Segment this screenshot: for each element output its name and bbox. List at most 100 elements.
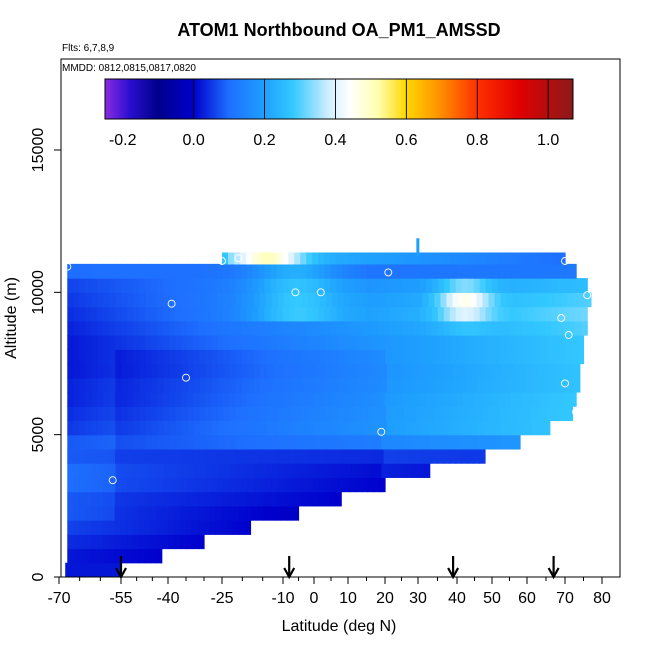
heat-cell [302,363,310,379]
heat-cell [488,406,495,422]
heat-cell [67,306,74,322]
heat-cell [470,292,478,308]
heat-cell [474,252,482,265]
heat-cell [360,263,368,279]
heat-cell [79,377,86,393]
heat-cell [270,278,278,293]
heat-cell [456,263,463,279]
heat-cell [426,391,434,407]
heat-cell [120,548,127,564]
heat-cell [97,463,105,478]
heat-cell [461,278,469,293]
heat-cell [463,349,471,365]
heat-cell [156,306,164,322]
heat-cell [121,320,128,336]
heat-cell [545,306,552,322]
heat-cell [450,391,457,407]
heat-cell [266,434,274,450]
heat-cell [471,377,478,393]
heat-cell [246,391,254,407]
heat-cell [537,363,545,379]
heat-cell [284,377,291,393]
heat-cell [356,420,364,436]
heat-cell [305,491,313,507]
heat-cell [115,335,122,350]
heat-cell [193,377,201,393]
heat-cell [314,420,322,436]
heat-cell [390,391,398,407]
heat-cell [277,349,284,365]
heat-cell [362,377,370,393]
heat-cell [144,491,152,507]
heat-cell [144,448,152,464]
heat-cell [251,491,259,507]
heat-cell [126,448,134,464]
heat-cell [527,320,535,336]
heat-cell [258,391,266,407]
heat-cell [132,505,140,521]
heat-cell [554,292,562,308]
heat-cell [181,434,189,450]
y-tick-label: 5000 [30,417,47,453]
heat-cell [127,335,134,350]
heat-cell [67,335,74,350]
heat-cell [115,320,122,336]
heat-cell [516,252,524,265]
heat-cell [294,306,301,322]
heat-cell [464,292,472,308]
heat-cell [216,491,223,507]
heat-cell [145,335,152,350]
heat-cell [569,320,576,336]
heat-cell [276,391,284,407]
heatmap-field [65,238,592,577]
heat-cell [290,463,298,478]
heat-cell [139,263,146,279]
heat-cell [258,320,266,336]
heat-cell [188,463,195,478]
heat-cell [386,363,394,379]
heat-cell [292,505,300,521]
heat-cell [505,335,513,350]
heat-cell [299,491,307,507]
heat-cell [192,448,200,464]
heat-cell [399,463,407,478]
heat-cell [354,252,362,265]
heat-cell [363,434,370,450]
heat-cell [91,420,99,436]
heat-cell [441,434,449,450]
heat-cell [386,420,394,436]
heat-cell [199,349,206,365]
heat-cell [209,520,216,535]
heat-cell [431,306,439,322]
heat-cell [238,520,246,535]
heat-cell [325,406,333,422]
heat-cell [312,252,319,265]
heat-cell [234,252,241,265]
heat-cell [97,292,104,308]
heat-cell [246,278,254,293]
heat-cell [176,463,183,478]
heat-cell [425,448,432,464]
heat-cell [241,335,248,350]
heat-cell [97,562,104,577]
heat-cell [162,505,169,521]
heat-cell [336,263,344,279]
heat-cell [168,306,176,322]
heat-cell [360,252,368,265]
colorbar-tick-label: 0.0 [183,132,205,149]
heat-cell [151,263,158,279]
heat-cell [163,406,171,422]
heat-cell [380,363,388,379]
heat-cell [493,349,501,365]
heat-cell [216,320,224,336]
heat-cell [85,534,92,550]
heat-cell [383,448,391,464]
heat-cell [258,448,265,464]
heat-cell [264,278,272,293]
heat-cell [157,406,165,422]
heat-cell [308,420,316,436]
heat-cell [475,335,483,350]
heat-cell [218,363,225,379]
x-tick-label: -70 [47,590,70,607]
heat-cell [97,320,104,336]
